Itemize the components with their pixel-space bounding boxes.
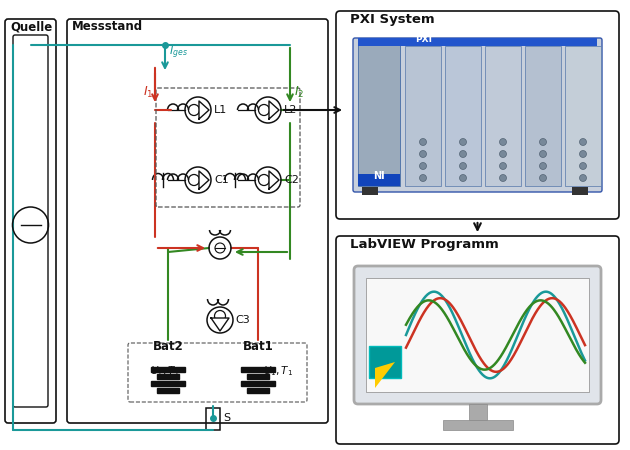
Circle shape xyxy=(420,150,427,158)
Bar xyxy=(247,388,269,393)
Text: $I_{ges}$: $I_{ges}$ xyxy=(169,45,188,61)
Circle shape xyxy=(500,150,507,158)
Text: Bat2: Bat2 xyxy=(152,340,183,353)
Circle shape xyxy=(420,139,427,145)
Circle shape xyxy=(459,139,466,145)
Circle shape xyxy=(420,162,427,170)
Bar xyxy=(405,46,441,186)
Circle shape xyxy=(580,139,587,145)
Circle shape xyxy=(500,162,507,170)
Polygon shape xyxy=(199,171,209,189)
Polygon shape xyxy=(211,318,229,331)
Bar xyxy=(157,374,179,379)
Bar xyxy=(151,367,185,372)
Text: C2: C2 xyxy=(284,175,299,185)
Text: L1: L1 xyxy=(214,105,227,115)
Circle shape xyxy=(459,150,466,158)
Text: $I_2$: $I_2$ xyxy=(294,85,304,99)
Bar xyxy=(485,46,521,186)
Text: C3: C3 xyxy=(235,315,249,325)
Circle shape xyxy=(500,175,507,181)
Bar xyxy=(469,404,486,420)
Text: NI: NI xyxy=(373,171,385,181)
Text: PXI: PXI xyxy=(415,36,432,45)
Text: Bat1: Bat1 xyxy=(243,340,273,353)
Text: Messstand: Messstand xyxy=(72,20,143,33)
Circle shape xyxy=(539,175,546,181)
Bar xyxy=(151,381,185,386)
Text: L2: L2 xyxy=(284,105,297,115)
Circle shape xyxy=(580,150,587,158)
Bar xyxy=(157,388,179,393)
Bar xyxy=(358,38,597,46)
Bar xyxy=(445,46,481,186)
Circle shape xyxy=(539,139,546,145)
Circle shape xyxy=(539,162,546,170)
Bar xyxy=(565,46,601,186)
FancyBboxPatch shape xyxy=(353,38,602,192)
Bar xyxy=(362,187,378,195)
Bar xyxy=(369,346,401,378)
Polygon shape xyxy=(375,362,395,388)
Text: C1: C1 xyxy=(214,175,229,185)
Circle shape xyxy=(420,175,427,181)
Bar xyxy=(358,174,400,186)
Polygon shape xyxy=(199,101,209,119)
Circle shape xyxy=(539,150,546,158)
Bar xyxy=(241,367,275,372)
Bar xyxy=(572,187,588,195)
Circle shape xyxy=(580,162,587,170)
Text: LabVIEW Programm: LabVIEW Programm xyxy=(350,238,499,251)
Bar xyxy=(247,374,269,379)
Text: PXI System: PXI System xyxy=(350,13,435,26)
Polygon shape xyxy=(269,101,279,119)
Circle shape xyxy=(580,175,587,181)
Bar xyxy=(525,46,561,186)
Circle shape xyxy=(459,175,466,181)
Text: S: S xyxy=(223,413,230,423)
Bar xyxy=(442,420,512,430)
Text: Quelle: Quelle xyxy=(10,20,52,33)
Bar xyxy=(206,408,220,430)
Bar xyxy=(358,44,400,186)
Bar xyxy=(241,381,275,386)
Text: $U_2,T_2$: $U_2,T_2$ xyxy=(150,364,180,378)
Circle shape xyxy=(459,162,466,170)
Text: $I_1$: $I_1$ xyxy=(142,85,153,99)
Bar xyxy=(366,278,589,392)
Polygon shape xyxy=(269,171,279,189)
Circle shape xyxy=(500,139,507,145)
Text: $U_1,T_1$: $U_1,T_1$ xyxy=(263,364,293,378)
FancyBboxPatch shape xyxy=(354,266,601,404)
